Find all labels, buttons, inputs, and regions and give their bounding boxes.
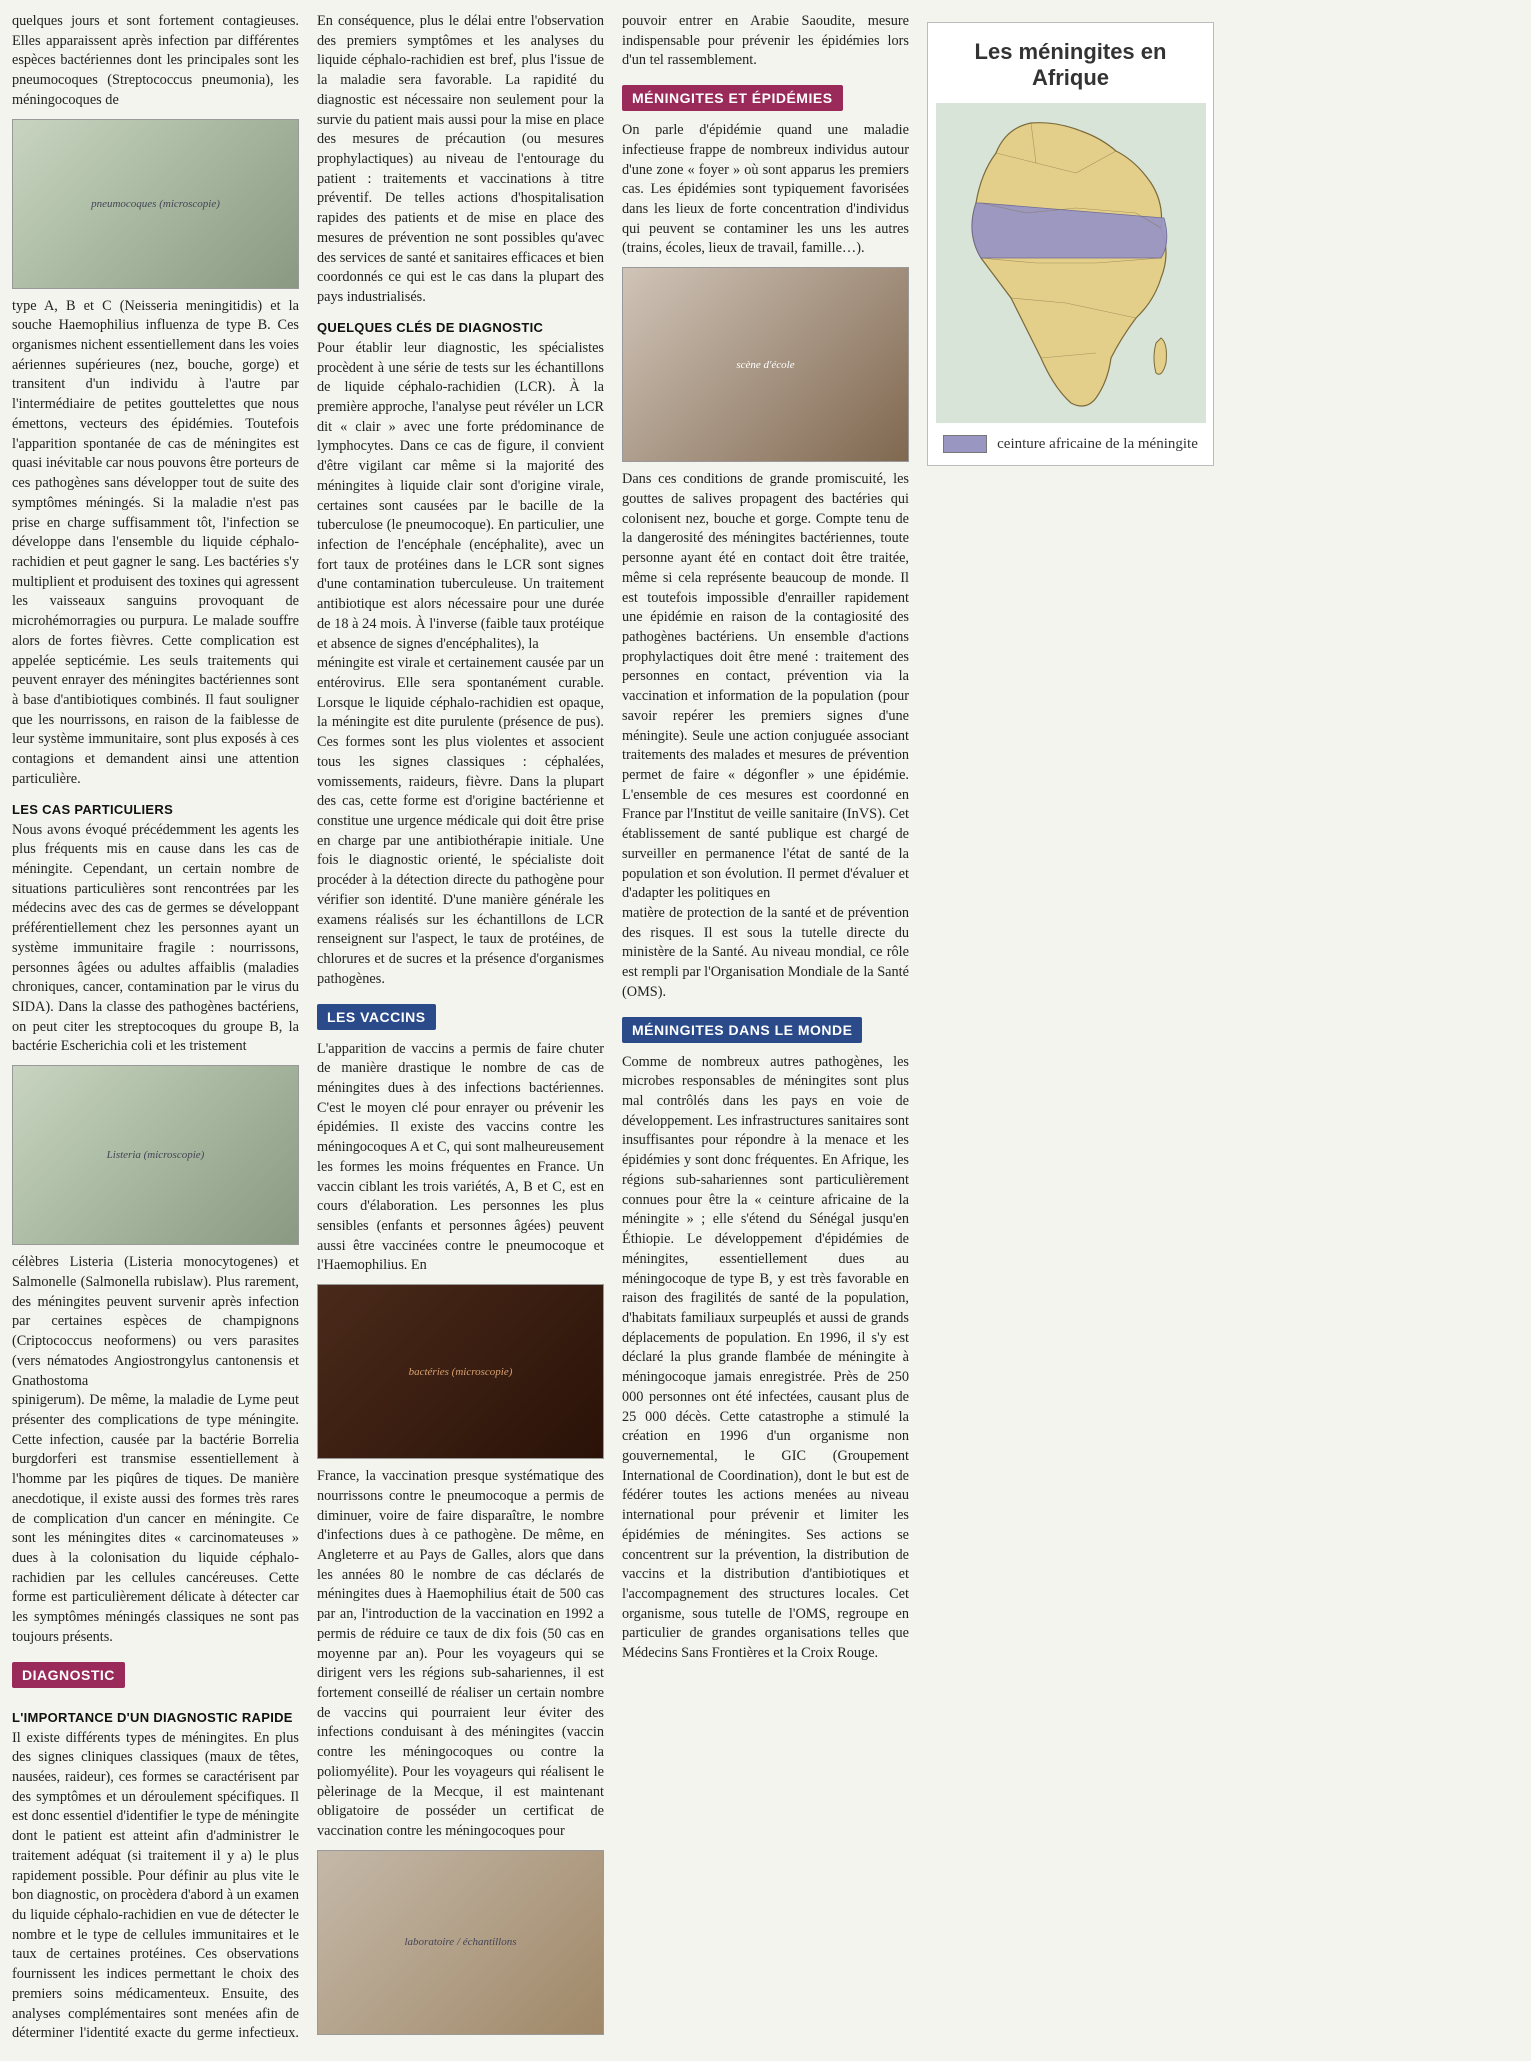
map-africa-svg xyxy=(936,103,1206,423)
col3-p3: France, la vaccination presque systémati… xyxy=(317,1467,604,1842)
image-pneumocoques: pneumocoques (microscopie) xyxy=(12,119,299,289)
col3-p2: L'apparition de vaccins a permis de fair… xyxy=(317,1040,604,1277)
subheader-cles-diagnostic: Quelques clés de diagnostic xyxy=(317,320,604,335)
col1-p3: Nous avons évoqué précédemment les agent… xyxy=(12,821,299,1058)
col1-p4: célèbres Listeria (Listeria monocytogene… xyxy=(12,1253,299,1391)
map-title: Les méningites en Afrique xyxy=(936,39,1205,91)
col4-p1: On parle d'épidémie quand une maladie in… xyxy=(622,121,909,259)
header-diagnostic: DIAGNOSTIC xyxy=(12,1662,125,1688)
image-listeria: Listeria (microscopie) xyxy=(12,1065,299,1245)
legend-swatch-belt xyxy=(943,435,987,453)
subheader-importance-diagnostic: L'importance d'un diagnostic rapide xyxy=(12,1710,299,1725)
header-monde: MÉNINGITES DANS LE MONDE xyxy=(622,1017,862,1043)
col4-p2: Dans ces conditions de grande promiscuit… xyxy=(622,470,909,904)
map-africa-box: Les méningites en Afrique ceinture afric… xyxy=(927,22,1214,466)
col5-p2: Comme de nombreux autres pathogènes, les… xyxy=(622,1053,909,1664)
subheader-cas-particuliers: Les cas particuliers xyxy=(12,802,299,817)
header-epidemies: MÉNINGITES ET ÉPIDÉMIES xyxy=(622,85,843,111)
col3-p1: méningite est virale et certainement cau… xyxy=(317,654,604,989)
image-bacteries: bactéries (microscopie) xyxy=(317,1284,604,1459)
col2-p3: Pour établir leur diagnostic, les spécia… xyxy=(317,339,604,655)
legend-label: ceinture africaine de la méningite xyxy=(997,436,1198,453)
image-ecole: scène d'école xyxy=(622,267,909,462)
col1-p1: quelques jours et sont fortement contagi… xyxy=(12,12,299,111)
col1-p2: type A, B et C (Neisseria meningitidis) … xyxy=(12,297,299,790)
image-laboratoire: laboratoire / échantillons xyxy=(317,1850,604,2035)
header-vaccins: LES VACCINS xyxy=(317,1004,436,1030)
map-legend: ceinture africaine de la méningite xyxy=(936,435,1205,453)
col2-p1: spinigerum). De même, la maladie de Lyme… xyxy=(12,1391,299,1647)
col3-p4: pouvoir entrer en Arabie Saoudite, mesur… xyxy=(622,12,909,71)
page-columns: quelques jours et sont fortement contagi… xyxy=(12,12,1519,2049)
col5-p1: matière de protection de la santé et de … xyxy=(622,904,909,1003)
